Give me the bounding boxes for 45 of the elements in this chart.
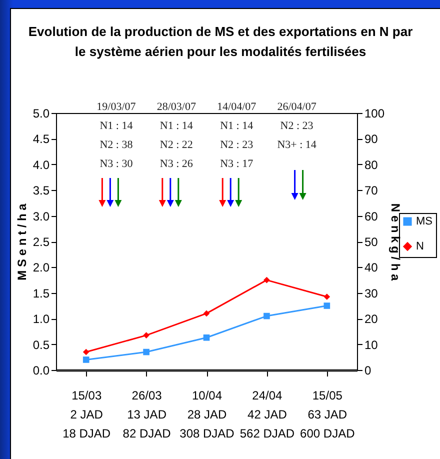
x-tick-label: 10/04 28 JAD 308 DJAD xyxy=(180,388,235,440)
y-tick-label: 3.0 xyxy=(32,209,50,224)
y-tick-label: 1.0 xyxy=(32,312,50,326)
point xyxy=(143,348,150,356)
y-axis-title: M S e n t / h a xyxy=(14,203,29,280)
y2-tick-label: 60 xyxy=(364,209,378,224)
y-tick-label: 0.5 xyxy=(32,338,50,352)
y-tick-label: 4.0 xyxy=(32,158,50,172)
y-tick-label: 4.5 xyxy=(32,132,50,146)
annotation: 28/03/07 N1 : 14 N2 : 22 N3 : 26 xyxy=(156,101,196,170)
point xyxy=(143,332,150,338)
annotation: 26/04/07 N2 : 23 N3+ : 14 xyxy=(277,101,317,151)
y2-tick-label: 0 xyxy=(364,364,372,378)
y-tick-label: 2.0 xyxy=(32,260,50,275)
point xyxy=(203,310,210,317)
y-tick-label: 1.5 xyxy=(32,286,50,300)
legend-label: MS xyxy=(416,216,432,228)
y2-tick-label: 90 xyxy=(364,132,378,146)
annotation: 14/04/07 N1 : 14 N2 : 23 N3 : 17 xyxy=(217,101,257,170)
point xyxy=(82,356,90,363)
y2-tick-label: 10 xyxy=(364,338,378,352)
x-tick-label: 15/03 2 JAD 18 DJAD xyxy=(62,388,111,440)
point xyxy=(324,302,330,309)
point xyxy=(264,276,270,284)
y2-tick-label: 40 xyxy=(364,260,378,275)
y2-tick-label: 100 xyxy=(364,106,385,120)
y2-tick-label: 80 xyxy=(364,158,378,172)
x-tick-label: 26/03 13 JAD 82 DJAD xyxy=(122,388,172,440)
y2-tick-label: 70 xyxy=(364,184,378,198)
y2-tick-label: 30 xyxy=(364,286,378,300)
legend-label: N xyxy=(416,240,424,252)
y2-tick-label: 20 xyxy=(364,312,378,326)
annotation: 19/03/07 N1 : 14 N2 : 38 N3 : 30 xyxy=(96,101,136,170)
y-tick-label: 5.0 xyxy=(32,106,50,120)
point xyxy=(203,334,210,341)
y-tick-label: 2.5 xyxy=(32,235,50,249)
y2-tick-label: 50 xyxy=(364,235,378,249)
chart-title: Evolution de la production de MS et des exportations en N par le système aérien pour les modalités fertilisées xyxy=(28,24,413,59)
x-tick-label: 15/05 63 JAD 600 DJAD xyxy=(300,388,356,440)
x-tick-label: 24/04 42 JAD 562 DJAD xyxy=(240,388,295,440)
y-tick-label: 0.0 xyxy=(32,364,50,378)
point xyxy=(82,348,90,356)
point xyxy=(264,312,270,320)
point xyxy=(324,294,330,300)
y-tick-label: 3.5 xyxy=(32,184,50,198)
